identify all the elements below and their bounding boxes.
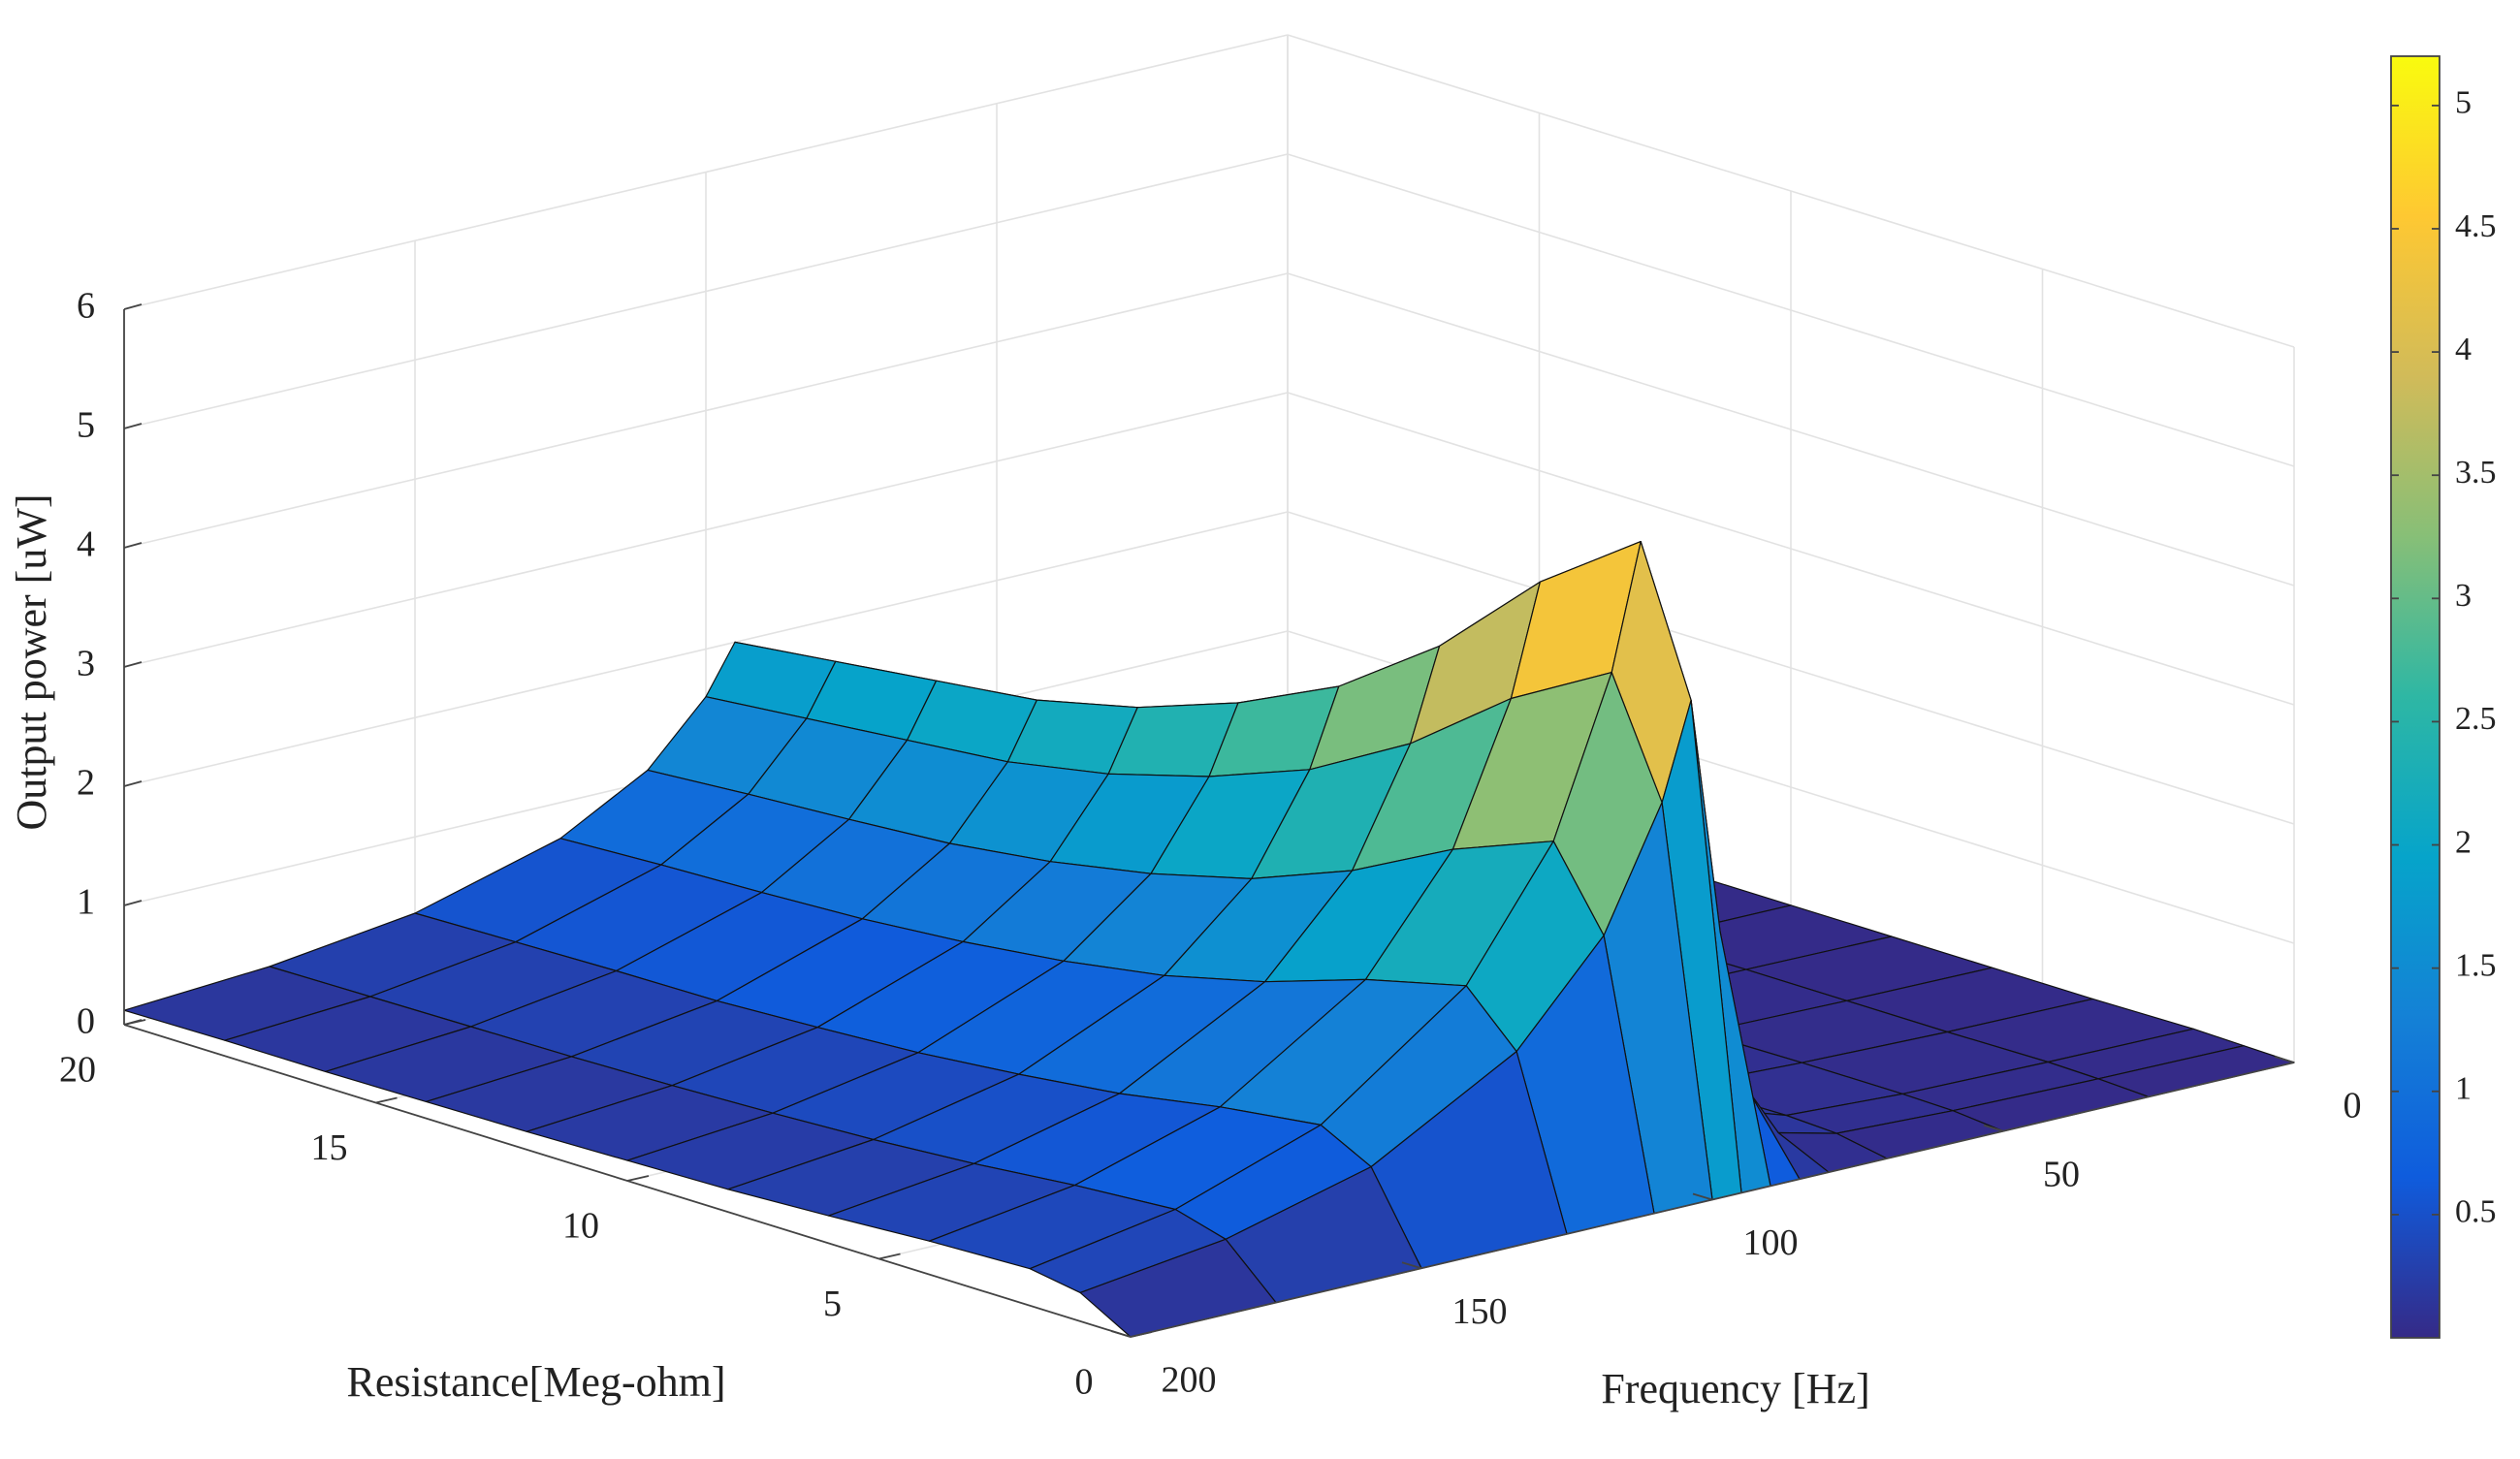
y-tick-label: 10 [562, 1206, 599, 1247]
surface [123, 540, 2295, 1338]
y-tick-label: 0 [1075, 1362, 1094, 1403]
x-tick-label: 100 [1743, 1222, 1799, 1263]
x-tick-label: 50 [2043, 1154, 2080, 1194]
colorbar: 0.5 1 1.5 2 2.5 3 3.5 4 4.5 5 [2390, 55, 2497, 1339]
x-tick-label: 150 [1452, 1291, 1508, 1332]
y-axis-label: Resistance[Meg-ohm] [347, 1358, 726, 1406]
tick-mark [1401, 1261, 1422, 1270]
colorbar-tick-label: 2.5 [2455, 701, 2497, 737]
z-tick-label: 3 [77, 644, 95, 684]
tick-mark [1130, 1331, 1153, 1338]
colorbar-tick-label: 4 [2455, 332, 2472, 367]
colorbar-tick-label: 5 [2455, 85, 2472, 121]
tick-mark [1692, 1192, 1713, 1201]
tick-mark [123, 423, 143, 429]
x-tick-label: 200 [1162, 1360, 1217, 1401]
tick-mark [123, 303, 143, 310]
colorbar-tick-label: 3 [2455, 578, 2472, 614]
tick-mark [878, 1253, 901, 1260]
z-tick-label: 6 [77, 286, 95, 327]
z-tick-label: 1 [77, 882, 95, 923]
tick-mark [626, 1175, 650, 1182]
tick-mark [123, 780, 143, 787]
colorbar-tick-label: 4.5 [2455, 208, 2497, 244]
tick-mark [123, 661, 143, 668]
x-axis-label: Frequency [Hz] [1601, 1365, 1869, 1412]
y-tick-label: 5 [823, 1284, 842, 1324]
z-tick-label: 2 [77, 763, 95, 804]
colorbar-tick-label: 0.5 [2455, 1194, 2497, 1230]
x-tick-label: 0 [2344, 1086, 2362, 1126]
tick-mark [2274, 1056, 2295, 1063]
z-axis-label: Output power [uW] [8, 493, 55, 830]
tick-mark [123, 542, 143, 549]
colorbar-tick-label: 3.5 [2455, 455, 2497, 491]
tick-mark [1110, 1330, 1132, 1338]
y-tick-label: 15 [311, 1127, 348, 1168]
tick-mark [123, 1019, 146, 1026]
colorbar-tick-label: 2 [2455, 824, 2472, 860]
y-tick-label: 20 [59, 1050, 96, 1091]
colorbar-bar [2390, 55, 2440, 1339]
tick-mark [375, 1096, 398, 1104]
z-tick-label: 4 [77, 524, 95, 565]
colorbar-tick-label: 1 [2455, 1071, 2472, 1107]
colorbar-tick-label: 1.5 [2455, 947, 2497, 983]
tick-mark [123, 900, 143, 906]
z-tick-label: 0 [77, 1001, 95, 1042]
tick-mark [1983, 1124, 2004, 1132]
z-tick-label: 5 [77, 405, 95, 446]
